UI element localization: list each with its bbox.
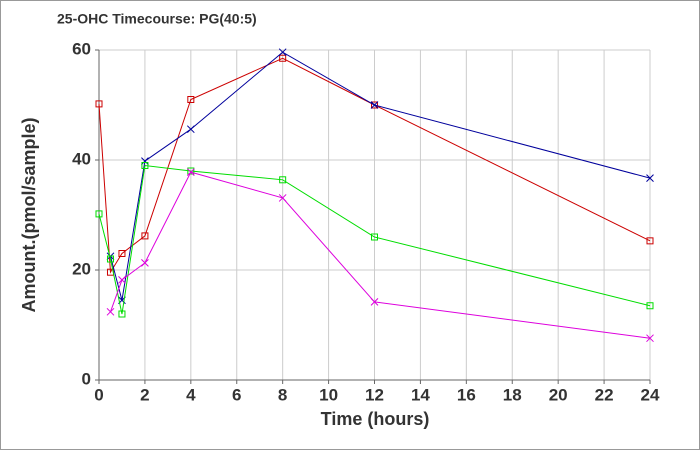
marker (141, 232, 149, 240)
x-tick-label: 16 (457, 385, 476, 404)
marker (118, 276, 126, 284)
x-tick-label: 2 (140, 385, 149, 404)
y-tick-label: 40 (72, 149, 91, 168)
marker (278, 48, 287, 57)
marker (187, 167, 195, 175)
marker (370, 298, 379, 306)
marker (646, 174, 654, 183)
y-tick-label: 0 (82, 369, 91, 388)
series (106, 48, 654, 305)
marker (646, 237, 654, 245)
marker (279, 54, 287, 62)
y-axis-label: Amount.(pmol/sample) (19, 117, 39, 312)
x-tick-label: 6 (232, 385, 241, 404)
marker (370, 101, 379, 109)
y-tick-label: 60 (72, 39, 91, 58)
series (106, 168, 654, 343)
x-tick-label: 20 (549, 385, 568, 404)
marker (371, 101, 378, 109)
x-tick-label: 0 (94, 385, 103, 404)
marker (95, 210, 103, 218)
marker (118, 250, 126, 257)
marker (106, 255, 114, 263)
marker (141, 258, 149, 267)
marker (646, 334, 654, 343)
x-tick-label: 22 (595, 385, 614, 404)
marker (646, 302, 654, 310)
x-axis-label: Time (hours) (321, 409, 430, 429)
x-tick-label: 14 (411, 385, 430, 404)
series-line (98, 164, 651, 315)
x-tick-label: 24 (641, 385, 660, 404)
x-tick-label: 8 (278, 385, 287, 404)
marker (187, 96, 195, 103)
marker (118, 310, 126, 318)
marker (141, 157, 149, 165)
chart-title: 25-OHC Timecourse: PG(40:5) (57, 11, 257, 27)
x-tick-label: 4 (186, 385, 196, 404)
marker (95, 100, 103, 108)
x-tick-label: 10 (319, 385, 338, 404)
x-tick-label: 12 (365, 385, 384, 404)
x-tick-label: 18 (503, 385, 522, 404)
marker (279, 176, 287, 184)
series (95, 162, 654, 318)
y-tick-label: 20 (72, 259, 91, 278)
marker (278, 194, 287, 202)
marker (186, 168, 195, 176)
marker (106, 307, 115, 316)
marker (141, 162, 149, 169)
marker (186, 125, 195, 134)
marker (371, 233, 378, 241)
